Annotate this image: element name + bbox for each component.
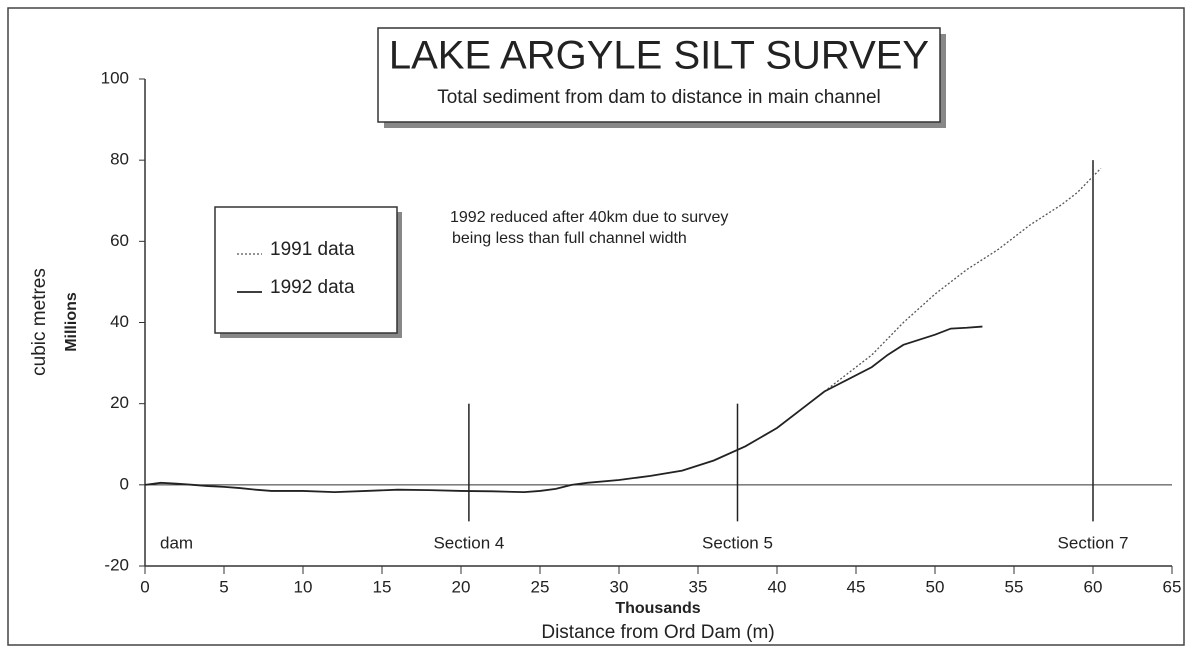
section-label: Section 7 <box>1058 533 1129 552</box>
legend-label: 1991 data <box>270 239 355 260</box>
section-label: dam <box>160 533 193 552</box>
title-box <box>377 27 941 123</box>
y-tick-label: 40 <box>110 312 129 331</box>
legend-box <box>214 206 398 334</box>
series-line <box>808 167 1102 405</box>
x-tick-label: 60 <box>1084 577 1103 596</box>
x-tick-label: 0 <box>140 577 149 596</box>
y-tick-label: -20 <box>104 555 129 574</box>
x-axis-title: Distance from Ord Dam (m) <box>541 622 774 643</box>
frame <box>7 7 1185 646</box>
x-tick-label: 45 <box>847 577 866 596</box>
section-label: Section 5 <box>702 533 773 552</box>
x-tick-label: 55 <box>1005 577 1024 596</box>
x-tick-label: 20 <box>452 577 471 596</box>
y-tick-label: 100 <box>101 68 129 87</box>
y-tick-label: 0 <box>120 474 129 493</box>
subtitle: Total sediment from dam to distance in m… <box>437 87 881 108</box>
x-tick-label: 10 <box>294 577 313 596</box>
x-tick-label: 40 <box>768 577 787 596</box>
chart-title: LAKE ARGYLE SILT SURVEY <box>389 34 929 78</box>
x-tick-label: 50 <box>926 577 945 596</box>
legend-label: 1992 data <box>270 277 355 298</box>
x-axis-units: Thousands <box>615 600 700 617</box>
x-tick-label: 35 <box>689 577 708 596</box>
section-label: Section 4 <box>433 533 504 552</box>
x-tick-label: 15 <box>373 577 392 596</box>
y-axis-title: cubic metres <box>29 268 50 376</box>
annotation: being less than full channel width <box>452 230 687 247</box>
y-tick-label: 60 <box>110 231 129 250</box>
annotation: 1992 reduced after 40km due to survey <box>450 209 728 226</box>
y-axis-units: Millions <box>63 292 80 352</box>
x-tick-label: 25 <box>531 577 550 596</box>
y-tick-label: 80 <box>110 150 129 169</box>
y-tick-label: 20 <box>110 393 129 412</box>
x-tick-label: 30 <box>610 577 629 596</box>
x-tick-label: 65 <box>1163 577 1182 596</box>
x-tick-label: 5 <box>219 577 228 596</box>
series-line <box>144 325 983 494</box>
